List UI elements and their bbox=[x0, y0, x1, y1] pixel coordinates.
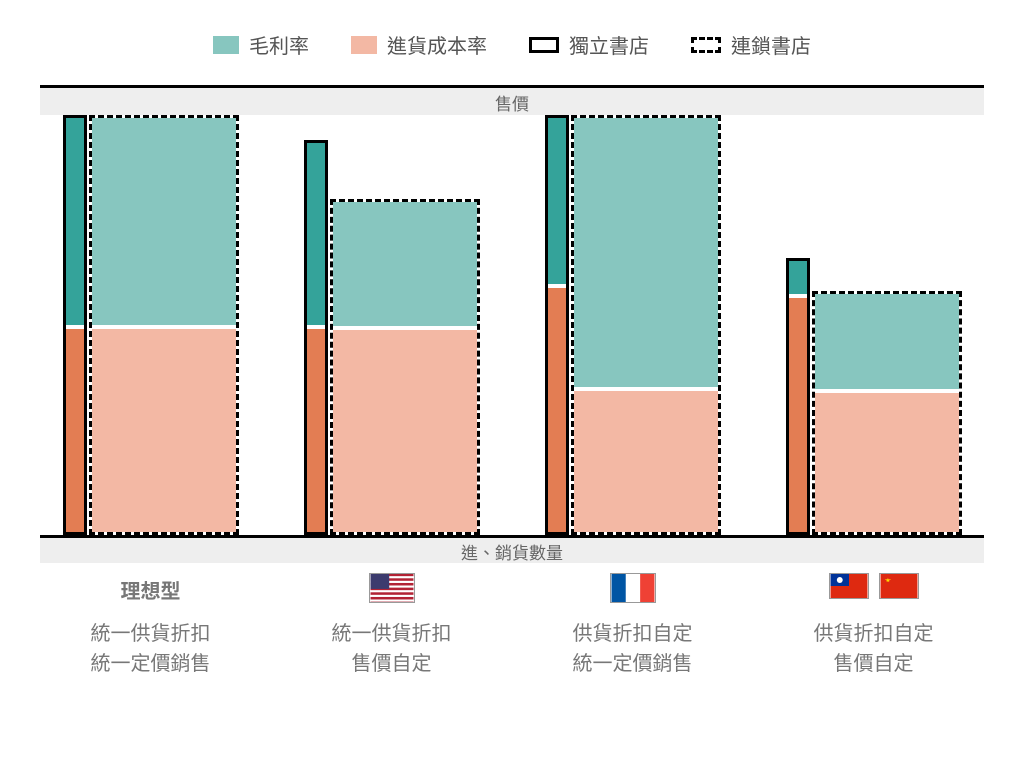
bar-group-ideal bbox=[60, 115, 241, 535]
bar-group-tw_cn bbox=[783, 258, 964, 535]
segment-cost bbox=[815, 389, 959, 532]
swatch-chain bbox=[691, 37, 721, 53]
bar-group-france bbox=[542, 115, 723, 535]
xlabel-line2: 售價自定 bbox=[783, 647, 964, 677]
bar-chain bbox=[812, 291, 962, 535]
swatch-indie bbox=[529, 37, 559, 53]
segment-profit bbox=[307, 143, 325, 325]
flag-fr-icon bbox=[610, 573, 656, 603]
xlabel-line1: 統一供貨折扣 bbox=[60, 617, 241, 647]
bar-indie bbox=[545, 115, 569, 535]
xlabel-line2: 統一定價銷售 bbox=[542, 647, 723, 677]
legend-cost: 進貨成本率 bbox=[351, 30, 487, 59]
xlabel-line1: 供貨折扣自定 bbox=[542, 617, 723, 647]
flag-row bbox=[301, 573, 482, 607]
legend-chain-label: 連鎖書店 bbox=[731, 30, 811, 59]
xlabel-line2: 統一定價銷售 bbox=[60, 647, 241, 677]
flag-row bbox=[542, 573, 723, 607]
legend-indie: 獨立書店 bbox=[529, 30, 649, 59]
bar-group-usa bbox=[301, 140, 482, 535]
bar-indie bbox=[304, 140, 328, 535]
xlabel-tw_cn: 供貨折扣自定售價自定 bbox=[783, 573, 964, 677]
segment-profit bbox=[789, 261, 807, 294]
xlabel-line1: 統一供貨折扣 bbox=[301, 617, 482, 647]
legend-chain: 連鎖書店 bbox=[691, 30, 811, 59]
flag-tw-icon bbox=[829, 573, 869, 599]
price-band: 售價 bbox=[40, 85, 984, 115]
xlabel-line1: 供貨折扣自定 bbox=[783, 617, 964, 647]
flag-us-icon bbox=[369, 573, 415, 603]
xlabel-heading: 理想型 bbox=[60, 573, 241, 607]
segment-cost bbox=[307, 325, 325, 532]
flag-cn-icon bbox=[879, 573, 919, 599]
qty-band: 進、銷貨數量 bbox=[40, 535, 984, 563]
legend: 毛利率 進貨成本率 獨立書店 連鎖書店 bbox=[40, 30, 984, 59]
xaxis-labels: 理想型統一供貨折扣統一定價銷售 統一供貨折扣售價自定 供貨折扣自定統一定價銷售 … bbox=[40, 573, 984, 677]
swatch-cost bbox=[351, 36, 377, 54]
bar-indie bbox=[786, 258, 810, 535]
segment-profit bbox=[66, 118, 84, 325]
plot-area bbox=[40, 115, 984, 535]
segment-cost bbox=[548, 284, 566, 532]
segment-cost bbox=[574, 387, 718, 532]
bar-chain bbox=[571, 115, 721, 535]
segment-profit bbox=[574, 118, 718, 387]
xlabel-france: 供貨折扣自定統一定價銷售 bbox=[542, 573, 723, 677]
legend-cost-label: 進貨成本率 bbox=[387, 30, 487, 59]
flag-row bbox=[783, 573, 964, 607]
segment-cost bbox=[92, 325, 236, 532]
legend-indie-label: 獨立書店 bbox=[569, 30, 649, 59]
xlabel-ideal: 理想型統一供貨折扣統一定價銷售 bbox=[60, 573, 241, 677]
xlabel-usa: 統一供貨折扣售價自定 bbox=[301, 573, 482, 677]
xlabel-line2: 售價自定 bbox=[301, 647, 482, 677]
segment-cost bbox=[333, 326, 477, 532]
segment-profit bbox=[815, 294, 959, 388]
bar-chain bbox=[89, 115, 239, 535]
legend-profit-label: 毛利率 bbox=[249, 30, 309, 59]
segment-cost bbox=[789, 294, 807, 532]
swatch-profit bbox=[213, 36, 239, 54]
bar-indie bbox=[63, 115, 87, 535]
segment-cost bbox=[66, 325, 84, 532]
segment-profit bbox=[92, 118, 236, 325]
legend-profit: 毛利率 bbox=[213, 30, 309, 59]
segment-profit bbox=[333, 202, 477, 326]
bar-chain bbox=[330, 199, 480, 535]
segment-profit bbox=[548, 118, 566, 284]
